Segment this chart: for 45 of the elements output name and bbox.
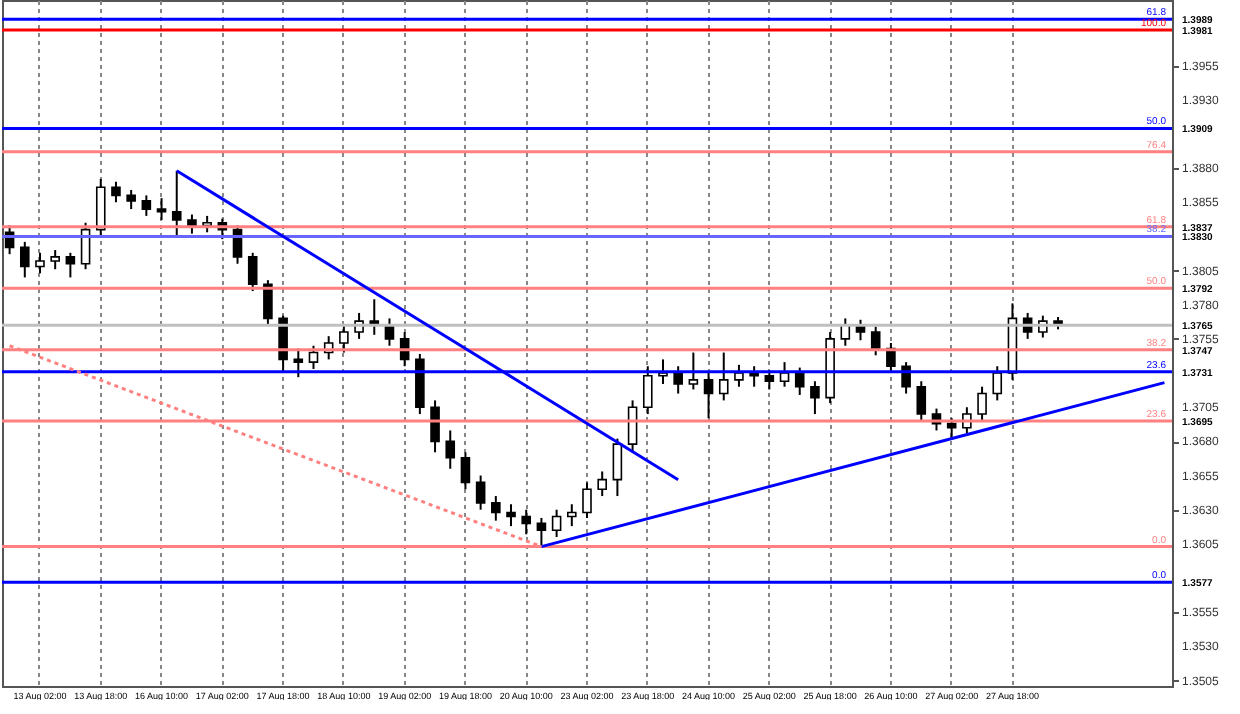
- candlestick: [415, 352, 425, 416]
- candlestick: [642, 365, 653, 416]
- candlestick: [718, 351, 729, 402]
- candlestick: [506, 503, 516, 528]
- candlestick: [95, 178, 106, 238]
- candlestick: [19, 240, 30, 279]
- candlestick: [339, 324, 349, 354]
- candlestick: [612, 437, 623, 498]
- candlestick: [749, 365, 759, 388]
- candlestick: [551, 508, 562, 539]
- candlestick: [916, 380, 927, 422]
- candlestick: [187, 213, 197, 235]
- candlestick: [521, 508, 532, 536]
- candlestick: [263, 279, 273, 327]
- candlestick: [870, 325, 881, 357]
- candlestick: [688, 351, 699, 391]
- candlestick: [430, 399, 440, 454]
- candlestick: [794, 366, 805, 396]
- candlestick: [126, 188, 136, 211]
- candlestick: [703, 372, 714, 420]
- candlestick: [65, 251, 76, 279]
- candlestick: [673, 365, 683, 395]
- candlestick: [567, 503, 577, 528]
- candlestick: [445, 429, 456, 470]
- candlestick: [111, 180, 121, 204]
- candlestick: [35, 251, 45, 275]
- candlestick: [156, 197, 167, 222]
- candlestick: [460, 451, 471, 491]
- candlestick: [658, 358, 668, 385]
- candlestick: [475, 474, 486, 511]
- candlestick: [141, 194, 152, 217]
- candlestick: [992, 365, 1003, 402]
- candlestick: [536, 516, 547, 548]
- candlestick: [50, 249, 60, 271]
- candlestick: [977, 385, 987, 422]
- candlestick: [308, 344, 319, 370]
- candlestick: [810, 380, 820, 416]
- candlestick: [764, 369, 775, 391]
- candlestick: [171, 169, 182, 238]
- candlestick: [597, 470, 607, 498]
- candlestick: [247, 251, 258, 293]
- candlestick: [734, 363, 744, 388]
- candlestick: [491, 495, 501, 522]
- candlestick: [293, 347, 304, 379]
- candlestick: [582, 481, 592, 519]
